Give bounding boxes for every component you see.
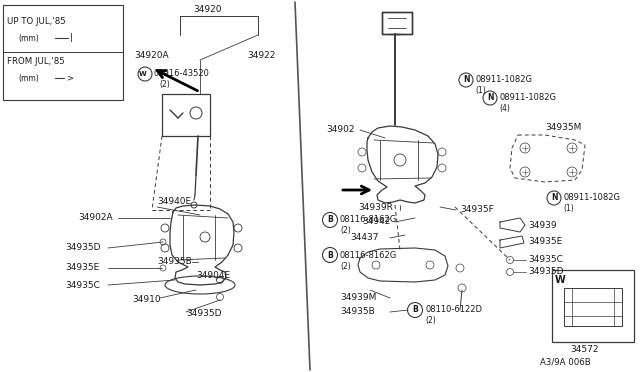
Text: N: N — [463, 76, 469, 84]
Text: (2): (2) — [159, 80, 170, 89]
Text: 34902: 34902 — [326, 125, 355, 135]
Text: (1): (1) — [563, 205, 573, 214]
Text: 34940E: 34940E — [157, 198, 191, 206]
Text: (2): (2) — [425, 317, 436, 326]
Text: 34935D: 34935D — [186, 310, 221, 318]
Text: W: W — [139, 71, 147, 77]
Text: 34935B: 34935B — [157, 257, 192, 266]
Text: 34935D: 34935D — [65, 244, 100, 253]
Text: 08110-6122D: 08110-6122D — [425, 305, 482, 314]
Text: N: N — [551, 193, 557, 202]
Text: (mm): (mm) — [18, 33, 39, 42]
Text: 34572: 34572 — [570, 346, 598, 355]
Text: FROM JUL,'85: FROM JUL,'85 — [7, 58, 65, 67]
Text: 34935C: 34935C — [528, 256, 563, 264]
Text: 34935C: 34935C — [65, 280, 100, 289]
Text: 34942: 34942 — [362, 218, 390, 227]
Text: 34939M: 34939M — [340, 294, 376, 302]
Text: 08911-1082G: 08911-1082G — [499, 93, 556, 103]
Text: 34935F: 34935F — [460, 205, 493, 215]
Text: A3/9A 006B: A3/9A 006B — [540, 357, 591, 366]
Text: 34939R: 34939R — [358, 203, 393, 212]
Text: W: W — [555, 275, 566, 285]
Text: 34902A: 34902A — [78, 214, 113, 222]
Bar — [3, 5, 123, 100]
Text: B: B — [327, 250, 333, 260]
Bar — [382, 12, 412, 34]
Text: 34437: 34437 — [350, 234, 378, 243]
Text: 08116-8162G: 08116-8162G — [340, 215, 397, 224]
Text: |: | — [70, 33, 73, 42]
Text: 34935E: 34935E — [528, 237, 563, 247]
Text: (mm): (mm) — [18, 74, 39, 83]
Bar — [552, 270, 634, 342]
Text: 34904E: 34904E — [196, 272, 230, 280]
Text: 34910: 34910 — [132, 295, 161, 305]
Text: B: B — [412, 305, 418, 314]
Text: UP TO JUL,'85: UP TO JUL,'85 — [7, 17, 66, 26]
Text: 34922: 34922 — [247, 51, 275, 61]
Text: 34935M: 34935M — [545, 124, 581, 132]
Text: 34935E: 34935E — [65, 263, 99, 273]
Text: >: > — [66, 74, 73, 83]
Text: (4): (4) — [499, 105, 510, 113]
Text: 08911-1082G: 08911-1082G — [475, 76, 532, 84]
Text: N: N — [487, 93, 493, 103]
Bar — [162, 94, 210, 136]
Text: B: B — [327, 215, 333, 224]
Text: 34935D: 34935D — [528, 267, 563, 276]
Text: 34939: 34939 — [528, 221, 557, 230]
Text: 34920A: 34920A — [134, 51, 168, 61]
Text: 08116-8162G: 08116-8162G — [340, 250, 397, 260]
Text: (1): (1) — [475, 87, 486, 96]
Text: 34935B: 34935B — [340, 308, 375, 317]
Text: (2): (2) — [340, 227, 351, 235]
Bar — [564, 288, 622, 326]
Text: 34920: 34920 — [193, 6, 221, 15]
Text: (2): (2) — [340, 262, 351, 270]
Text: 08916-43520: 08916-43520 — [153, 70, 209, 78]
Text: 08911-1082G: 08911-1082G — [563, 193, 620, 202]
